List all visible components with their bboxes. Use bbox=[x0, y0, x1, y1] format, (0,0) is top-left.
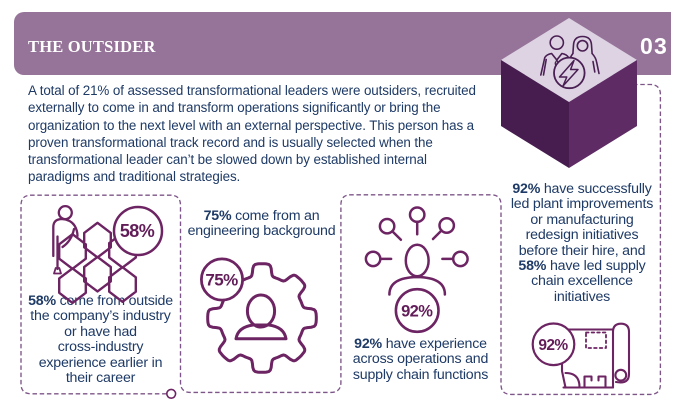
svg-text:92%: 92% bbox=[401, 303, 433, 321]
svg-text:75%: 75% bbox=[205, 271, 238, 290]
svg-text:58%: 58% bbox=[120, 221, 155, 241]
svg-text:92%: 92% bbox=[538, 337, 568, 354]
